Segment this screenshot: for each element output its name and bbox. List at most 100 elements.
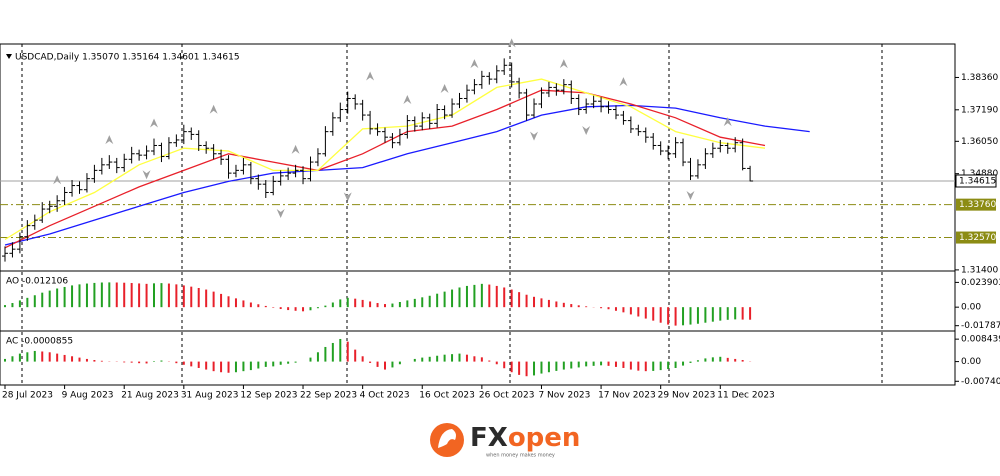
ohlc-bar [98,157,105,175]
indicator-line [4,78,766,241]
ohlc-bar [523,88,530,121]
ohlc-bar [322,126,329,157]
level-label-box [956,198,996,211]
ohlc-bar [262,180,269,199]
ohlc-bar [456,92,463,109]
y-tick-label: 0.00 [961,303,981,313]
fractal-down [530,131,539,141]
x-tick-label: 9 Aug 2023 [62,391,114,401]
ohlc-bar [113,157,120,174]
x-tick-label: 4 Oct 2023 [360,391,410,401]
ohlc-bar [411,116,418,132]
ohlc-bar [367,110,374,135]
ohlc-bar [419,112,426,131]
fractal-up [723,117,732,127]
ohlc-bar [702,148,709,169]
ohlc-bar [292,164,299,178]
ohlc-bar [151,138,158,156]
fractal-up [619,77,628,87]
ohlc-bar [247,162,254,185]
fractal-up [440,83,449,93]
ohlc-bar [203,141,210,154]
ohlc-bar [121,153,128,172]
ohlc-bar [441,105,448,120]
fractal-up [291,144,300,154]
ohlc-bar [285,167,292,181]
ohlc-bar [575,94,582,116]
ohlc-bar [374,123,381,136]
logo-text: FXopen [470,423,580,453]
level-label: 1.33760 [959,200,996,210]
fractal-down [686,191,695,201]
x-tick-label: 31 Aug 2023 [181,391,239,401]
ohlc-bar [158,142,165,163]
ohlc-bar [180,124,187,145]
ac-label: AC -0.0000855 [6,337,73,347]
ohlc-bar [657,141,664,156]
ohlc-bar [381,127,388,143]
ohlc-bar [434,103,441,128]
ohlc-bar [590,95,597,109]
ohlc-bar [612,105,619,120]
ohlc-bar [635,124,642,136]
ohlc-bar [24,220,31,241]
level-label: 1.32570 [959,233,996,243]
ohlc-bar [717,139,724,153]
title-arrow [6,54,12,59]
ohlc-bar [31,214,38,230]
y-tick-label: 1.36050 [961,137,998,147]
y-tick-label: 1.38360 [961,73,998,83]
x-tick-label: 21 Aug 2023 [121,391,179,401]
ohlc-bar [344,91,351,114]
ohlc-bar [642,127,649,143]
ohlc-bar [270,175,277,196]
y-tick-label: 1.34880 [961,169,998,179]
ohlc-bar [665,145,672,160]
fractal-up [53,175,62,185]
ohlc-bar [329,112,336,136]
ohlc-bar [508,62,515,88]
chart-title: USDCAD,Daily 1.35070 1.35164 1.34601 1.3… [15,53,240,63]
ohlc-bar [516,77,523,99]
ohlc-bar [143,145,150,160]
ohlc-bar [545,81,552,98]
ohlc-bar [225,155,232,179]
ohlc-bar [136,149,143,161]
ohlc-bar [471,79,478,95]
fractal-up [403,95,412,105]
ohlc-bar [91,164,98,183]
ohlc-bar [210,144,217,160]
ohlc-bar [9,242,16,258]
period-separators [21,44,883,385]
fractal-up [507,38,516,48]
ohlc-bar [300,166,307,185]
fractal-up [559,59,568,69]
x-tick-label: 11 Dec 2023 [717,391,775,401]
plot-frame [0,43,956,386]
ohlc-bar [568,80,575,104]
ohlc-bar [493,65,500,84]
y-tick-label: 0.00 [961,357,981,367]
indicator-line [4,104,810,246]
y-tick-label: -0.017871 [961,321,1000,331]
ohlc-bar [739,138,746,171]
ohlc-bar [195,130,202,152]
ao-label: AO -0.012106 [6,277,68,287]
ohlc-bar [404,115,411,139]
fractal-up [366,71,375,81]
ohlc-bar [314,148,321,167]
ohlc-bar [106,155,113,169]
level-label-box [956,231,996,244]
ohlc-bar [627,116,634,134]
x-tick-label: 7 Nov 2023 [538,391,590,401]
ohlc-bar [389,133,396,149]
ohlc-bar [307,156,314,182]
ohlc-bar [255,174,262,190]
ohlc-bar [54,195,61,212]
fractal-up [209,104,218,114]
fractal-up [470,59,479,69]
ohlc-bar [605,101,612,114]
ohlc-bar [396,128,403,146]
ohlc-bar [83,173,90,193]
